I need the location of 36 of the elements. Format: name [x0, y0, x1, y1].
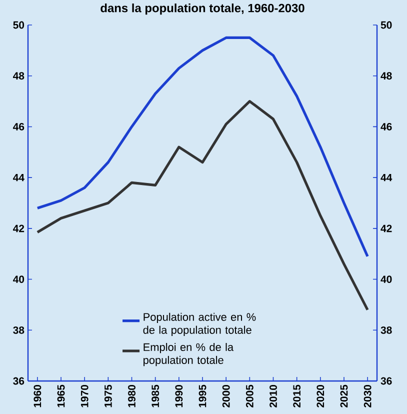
- y-tick-label: 50: [380, 21, 392, 29]
- y-tick-label: 40: [380, 276, 392, 283]
- x-tick-label: 1990: [175, 384, 183, 408]
- x-tick-label: 1965: [57, 384, 65, 408]
- line-series: [36, 100, 369, 312]
- y2-tick-label: 42: [13, 224, 24, 232]
- x-tick-label: 2005: [246, 384, 254, 408]
- x-tick-label: 1995: [198, 384, 206, 408]
- y2-tick-label: 48: [13, 72, 24, 80]
- y-tick-label: 38: [380, 326, 392, 334]
- y-tick-label: 44: [380, 174, 392, 182]
- x-tick-label: 2030: [364, 384, 372, 408]
- y2-tick-label: 50: [13, 21, 24, 29]
- x-tick-label: 2000: [222, 384, 230, 408]
- x-tick-label: 1985: [152, 384, 160, 408]
- y-tick-label: 36: [380, 377, 392, 385]
- x-tick-label: 1970: [80, 384, 88, 408]
- y-tick-label: 46: [380, 123, 392, 130]
- x-tick-label: 2025: [340, 384, 348, 408]
- x-tick-label: 1975: [104, 384, 112, 408]
- y2-tick-label: 40: [13, 276, 24, 283]
- x-tick-label: 2020: [316, 384, 324, 408]
- chart-title: dans la population totale, 1960-2030: [100, 4, 304, 15]
- legend-label: Emploi en % de la population totale: [144, 342, 234, 366]
- x-tick-label: 2010: [270, 384, 277, 408]
- y2-tick-label: 46: [13, 123, 24, 130]
- y2-tick-label: 44: [13, 174, 24, 182]
- line-series: [36, 36, 369, 258]
- x-tick-label: 2015: [293, 384, 301, 408]
- y-tick-label: 42: [380, 224, 392, 232]
- legend-label: Population active en % de la population totale: [143, 312, 256, 336]
- y-tick-label: 48: [380, 72, 392, 80]
- x-tick-label: 1960: [34, 384, 42, 408]
- y2-tick-label: 36: [13, 377, 24, 385]
- y2-tick-label: 38: [13, 326, 24, 334]
- x-tick-label: 1980: [128, 384, 136, 408]
